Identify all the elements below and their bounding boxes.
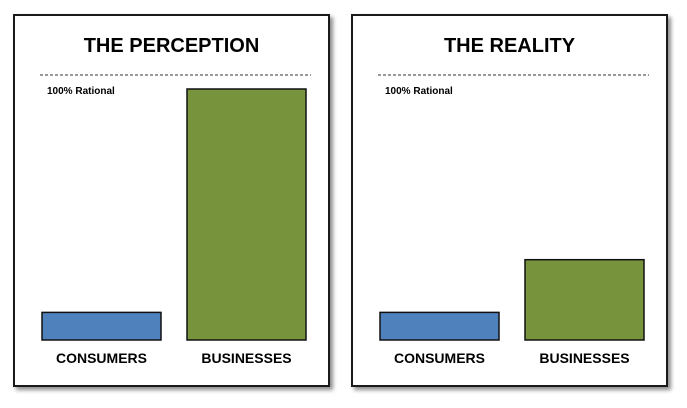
reality-panel: THE REALITY 100% Rational CONSUMERS BUSINE… (351, 14, 668, 387)
bar-consumers (379, 311, 500, 341)
bar-businesses (186, 88, 307, 341)
bar-consumers (41, 311, 162, 341)
bar-businesses (524, 258, 645, 341)
perception-panel: THE PERCEPTION 100% Rational CONSUMERS BUS… (13, 14, 330, 387)
reference-label: 100% Rational (385, 86, 453, 97)
chart-title: THE PERCEPTION (83, 35, 260, 57)
category-label: BUSINESSES (539, 350, 629, 366)
perception-chart: 100% Rational CONSUMERS BUSINESSES (40, 74, 311, 366)
category-label: BUSINESSES (201, 350, 291, 366)
chart-title: THE REALITY (443, 35, 576, 57)
category-label: CONSUMERS (56, 350, 147, 366)
reference-label: 100% Rational (47, 86, 115, 97)
reality-chart: 100% Rational CONSUMERS BUSINESSES (378, 74, 649, 366)
category-label: CONSUMERS (394, 350, 485, 366)
